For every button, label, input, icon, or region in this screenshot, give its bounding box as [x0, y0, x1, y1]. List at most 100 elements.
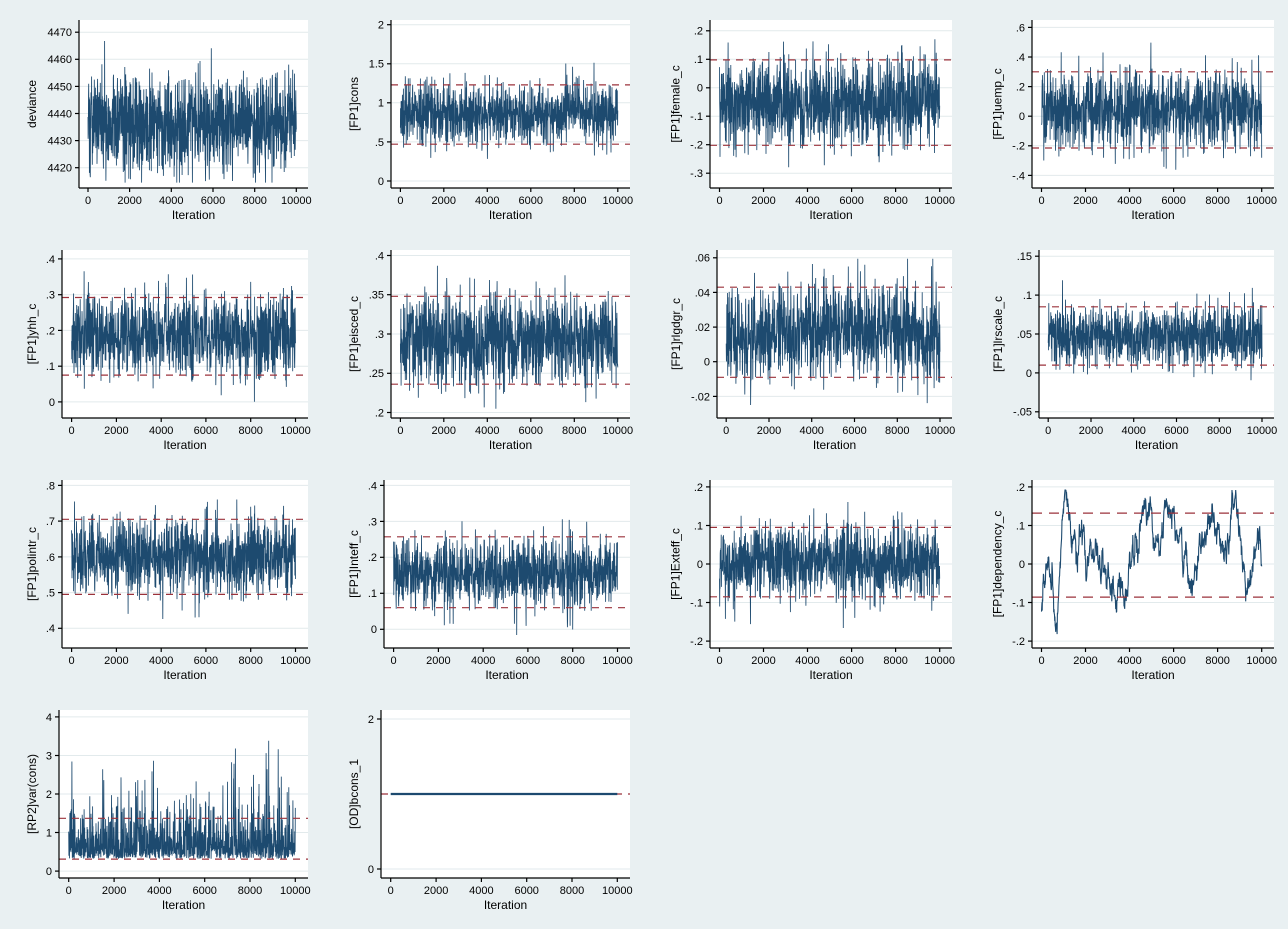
- x-axis-label: Iteration: [489, 208, 532, 222]
- trace-plot-svg: .4 .5 .6 .7 .8 0 2000 4000 6000 8000 10000 Iteratio…: [25, 480, 311, 682]
- y-tick-label: .1: [1023, 290, 1032, 302]
- x-axis-label: Iteration: [1131, 208, 1174, 222]
- x-tick-label: 4000: [475, 195, 499, 207]
- trace-path: [725, 258, 941, 406]
- x-tick-label: 6000: [194, 655, 218, 667]
- x-tick-label: 2000: [1079, 425, 1103, 437]
- y-tick-label: .4: [46, 623, 55, 635]
- y-tick-label: 2: [378, 20, 384, 32]
- y-tick-label: 0: [378, 176, 384, 188]
- x-tick-label: 6000: [519, 195, 543, 207]
- y-axis-label: [FP1]rlgdgr_c: [669, 298, 683, 370]
- x-tick-label: 10000: [281, 195, 312, 207]
- trace-plot-svg: -.4 -.2 0 .2 .4 .6 0 2000 4000 6000 8000 10000 Itera…: [991, 20, 1277, 222]
- trace-plot-svg: -.2 -.1 0 .1 .2 0 2000 4000 6000 8000 10000 Iterati…: [991, 480, 1277, 682]
- y-tick-label: .4: [46, 254, 55, 266]
- x-tick-label: 6000: [839, 195, 863, 207]
- y-tick-label: .1: [694, 520, 703, 532]
- trace-path: [399, 62, 619, 159]
- y-tick-label: .4: [375, 250, 384, 262]
- y-tick-label: .1: [1016, 520, 1025, 532]
- y-tick-label: -.4: [1012, 170, 1025, 182]
- trace-path: [393, 519, 618, 636]
- y-axis-label: [FP1]cons: [347, 77, 361, 131]
- mcmc-trace-panel: 0 .1 .2 .3 .4 0 2000 4000 6000 8000 10000 Iteration…: [322, 460, 644, 690]
- x-tick-label: 2000: [117, 195, 141, 207]
- y-axis-label: [RP2]var(cons): [25, 754, 39, 834]
- trace-path: [87, 40, 297, 183]
- mcmc-trace-panel: 0 .1 .2 .3 .4 0 2000 4000 6000 8000 10000 Iteration…: [0, 230, 322, 460]
- y-tick-label: .6: [46, 552, 55, 564]
- y-tick-label: .2: [375, 407, 384, 419]
- y-axis-label: [OD]bcons_1: [347, 759, 361, 829]
- x-tick-label: 2000: [1073, 195, 1097, 207]
- y-tick-label: .1: [694, 54, 703, 66]
- x-tick-label: 4000: [147, 885, 171, 897]
- y-axis-label: [FP1]polintr_c: [25, 527, 39, 601]
- x-tick-label: 0: [716, 195, 722, 207]
- y-tick-label: .35: [369, 290, 384, 302]
- x-tick-label: 2000: [104, 425, 128, 437]
- y-tick-label: .8: [46, 480, 55, 492]
- y-tick-label: -.2: [1012, 636, 1025, 648]
- y-tick-label: 1.5: [369, 59, 384, 71]
- x-tick-label: 8000: [1205, 195, 1229, 207]
- x-axis-label: Iteration: [809, 208, 852, 222]
- mcmc-trace-panel: -.05 0 .05 .1 .15 0 2000 4000 6000 8000 10000 Itera…: [966, 230, 1288, 460]
- trace-plot-svg: .2 .25 .3 .35 .4 0 2000 4000 6000 8000 10000 Iterat…: [347, 250, 633, 452]
- y-axis-label: [FP1]lrscale_c: [991, 296, 1005, 372]
- y-tick-label: 4440: [48, 108, 72, 120]
- x-tick-label: 4000: [795, 655, 819, 667]
- y-tick-label: 0: [46, 866, 52, 878]
- x-tick-label: 6000: [201, 195, 225, 207]
- y-tick-label: .1: [46, 361, 55, 373]
- x-tick-label: 4000: [1117, 655, 1141, 667]
- y-tick-label: 0: [704, 357, 710, 369]
- y-tick-label: -.1: [690, 597, 703, 609]
- x-tick-label: 8000: [560, 885, 584, 897]
- trace-path: [719, 39, 941, 168]
- y-tick-label: 0: [371, 624, 377, 636]
- y-axis-label: [FP1]Exteff_c: [669, 528, 683, 600]
- x-tick-label: 10000: [1246, 195, 1277, 207]
- x-tick-label: 6000: [514, 885, 538, 897]
- y-tick-label: 3: [46, 750, 52, 762]
- x-tick-label: 8000: [883, 195, 907, 207]
- y-axis-label: [FP1]yhh_c: [25, 304, 39, 365]
- x-tick-label: 10000: [602, 655, 633, 667]
- trace-path: [1040, 489, 1263, 635]
- x-tick-label: 6000: [1161, 655, 1185, 667]
- x-tick-label: 8000: [883, 655, 907, 667]
- y-tick-label: 0: [697, 559, 703, 571]
- y-tick-label: 0: [368, 864, 374, 876]
- y-tick-label: .3: [368, 516, 377, 528]
- x-tick-label: 6000: [516, 655, 540, 667]
- trace-path: [399, 265, 619, 409]
- x-tick-label: 8000: [885, 425, 909, 437]
- x-tick-label: 10000: [603, 195, 634, 207]
- y-tick-label: .04: [695, 287, 710, 299]
- y-tick-label: -.2: [1012, 141, 1025, 153]
- x-tick-label: 10000: [924, 655, 955, 667]
- x-tick-label: 2000: [104, 655, 128, 667]
- x-tick-label: 8000: [242, 195, 266, 207]
- x-tick-label: 6000: [842, 425, 866, 437]
- y-tick-label: 2: [46, 789, 52, 801]
- y-tick-label: .4: [368, 480, 377, 492]
- x-tick-label: 10000: [1247, 425, 1278, 437]
- y-tick-label: .6: [1016, 22, 1025, 34]
- x-tick-label: 6000: [192, 885, 216, 897]
- x-tick-label: 2000: [424, 885, 448, 897]
- y-tick-label: .2: [368, 552, 377, 564]
- y-axis-label: [FP1]uemp_c: [991, 68, 1005, 139]
- x-tick-label: 8000: [560, 655, 584, 667]
- y-axis-label: [FP1]dependency_c: [991, 511, 1005, 618]
- x-tick-label: 8000: [1205, 655, 1229, 667]
- y-tick-label: 0: [1026, 368, 1032, 380]
- y-tick-label: .2: [46, 325, 55, 337]
- x-tick-label: 0: [85, 195, 91, 207]
- x-tick-label: 10000: [280, 425, 311, 437]
- trace-plot-svg: 0 1 2 3 4 0 2000 4000 6000 8000 10000 Iteration [RP2…: [25, 710, 311, 912]
- y-axis-label: [FP1]eisced_c: [347, 296, 361, 372]
